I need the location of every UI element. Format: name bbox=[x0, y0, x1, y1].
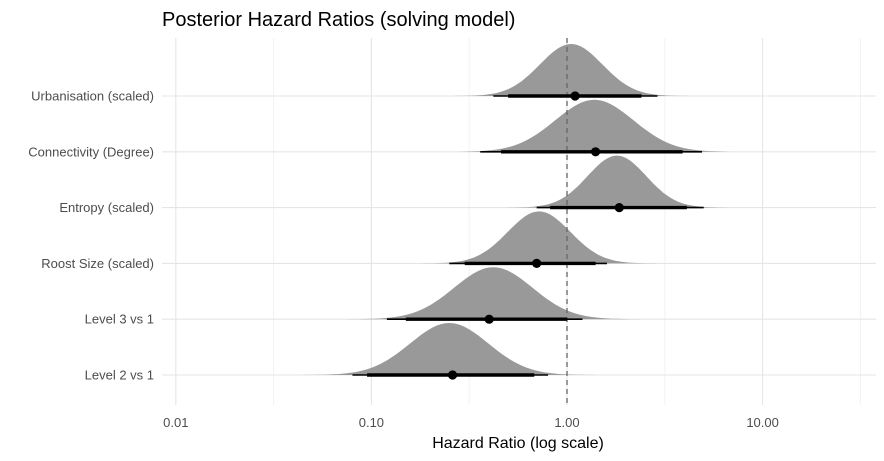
x-tick-label: 0.10 bbox=[359, 415, 384, 430]
density-ridge bbox=[493, 155, 741, 208]
x-tick-label: 1.00 bbox=[554, 415, 579, 430]
y-tick-label: Urbanisation (scaled) bbox=[31, 89, 154, 104]
x-axis-title: Hazard Ratio (log scale) bbox=[432, 435, 604, 452]
density-ridge bbox=[284, 323, 614, 375]
x-tick-labels: 0.01 0.10 1.00 10.00 bbox=[163, 415, 779, 430]
median-point bbox=[484, 314, 494, 324]
chart-title: Posterior Hazard Ratios (solving model) bbox=[162, 9, 515, 31]
density-ridge bbox=[407, 211, 671, 264]
y-tick-label: Connectivity (Degree) bbox=[28, 144, 154, 159]
median-point bbox=[447, 370, 458, 380]
densities bbox=[284, 44, 759, 375]
x-tick-label: 10.00 bbox=[746, 415, 779, 430]
median-point bbox=[590, 147, 601, 157]
intervals bbox=[352, 91, 704, 380]
median-point bbox=[614, 203, 624, 213]
y-tick-label: Roost Size (scaled) bbox=[41, 256, 154, 271]
y-tick-label: Level 3 vs 1 bbox=[85, 312, 154, 327]
density-ridge bbox=[430, 99, 759, 152]
density-ridge bbox=[329, 267, 658, 320]
y-tick-label: Entropy (scaled) bbox=[59, 200, 154, 215]
y-tick-label: Level 2 vs 1 bbox=[85, 368, 154, 383]
median-point bbox=[570, 91, 580, 101]
median-point bbox=[532, 258, 542, 268]
density-ridge bbox=[439, 44, 703, 96]
x-tick-label: 0.01 bbox=[163, 415, 188, 430]
y-tick-labels: Urbanisation (scaled) Connectivity (Degre… bbox=[28, 89, 154, 383]
